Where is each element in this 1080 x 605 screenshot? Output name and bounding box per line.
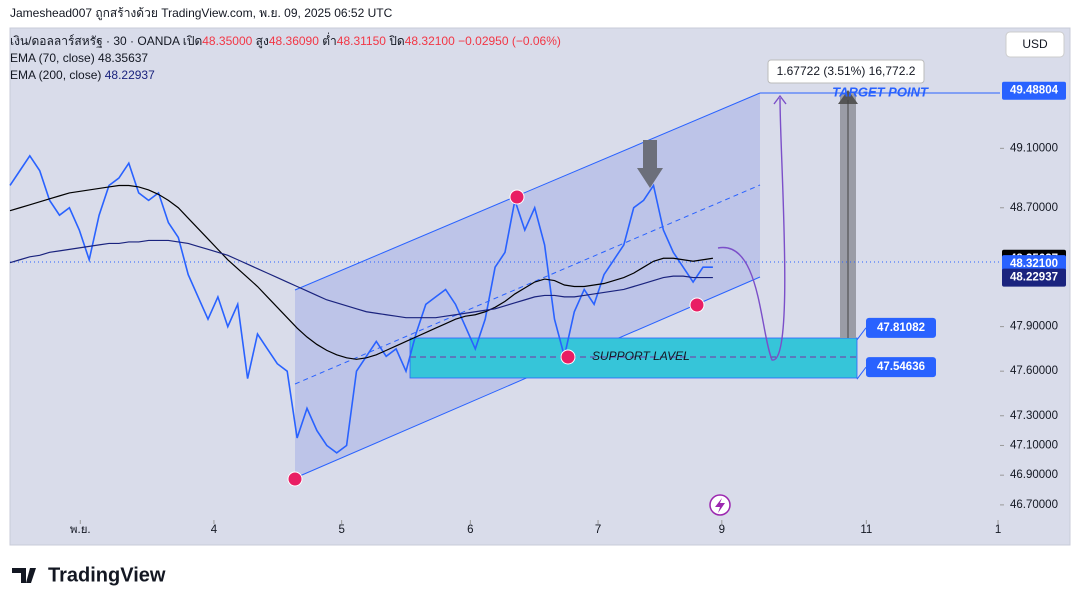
zone-tag [866,357,936,378]
y-tick-label: 46.90000 [1010,469,1058,481]
series-line [9,184,713,360]
pivot-marker [287,471,303,487]
series-line [9,154,713,454]
legend-ema70: EMA (70, close) 48.35637 [10,51,148,65]
measure-box [767,59,925,84]
price-tag [1002,81,1066,100]
pivot-marker [509,189,525,205]
channel-mid [294,184,761,385]
pivot-marker [689,297,705,313]
zone-tag-label: 47.81082 [877,322,925,334]
legend-symbol: เงิน/ดอลลาร์สหรัฐ · 30 · OANDA เปิด48.35… [10,32,561,49]
markers [287,189,731,516]
y-tick-label: 47.10000 [1010,439,1058,451]
x-tick-label: 1 [995,524,1001,536]
currency: USD [1022,37,1048,51]
support-label: SUPPORT LAVEL [592,349,690,363]
zone-tag [866,317,936,338]
price-tag [1002,268,1066,287]
zone-connector [856,327,867,341]
channel-fill [295,93,760,478]
price-tag-label: 48.22937 [1010,272,1058,284]
logo: TradingView [12,564,166,586]
target-arrow [838,90,858,104]
channel-top [294,92,761,291]
series-line [9,239,713,319]
x-tick-label: 6 [467,524,473,536]
zone-tag-label: 47.54636 [877,361,925,373]
pivot-marker [560,349,576,365]
x-tick-label: 9 [719,524,725,536]
header-title: Jameshead007 ถูกสร้างด้วย TradingView.co… [10,6,393,21]
y-tick-label: 47.30000 [1010,410,1058,422]
currency-button[interactable] [1005,31,1065,58]
zone-connector [856,366,867,380]
legend: เงิน/ดอลลาร์สหรัฐ · 30 · OANDA เปิด48.35… [10,32,561,82]
x-tick-label: พ.ย. [70,524,91,536]
price-tag [1002,255,1066,274]
legend-ema200: EMA (200, close) 48.22937 [10,68,155,82]
y-tick-label: 47.60000 [1010,365,1058,377]
support-zone [409,337,858,379]
y-tick-label: 48.70000 [1010,202,1058,214]
peak-arrow [637,140,663,188]
series-layer [9,154,713,454]
plot-area [10,90,1000,479]
plot-background [9,27,1071,546]
price-tag-label: 48.32100 [1010,258,1058,270]
x-tick-label: 7 [595,524,601,536]
x-tick-label: 4 [211,524,218,536]
y-tick-label: 47.90000 [1010,321,1058,333]
y-tick-label: 46.70000 [1010,499,1058,511]
measure-label: 1.67722 (3.51%) 16,772.2 [777,64,916,78]
event-bolt [715,498,725,513]
y-tick-label: 49.10000 [1010,142,1058,154]
target-label: TARGET POINT [832,84,929,99]
logo-dot [29,568,35,574]
price-tag-label: 49.48804 [1010,85,1059,97]
projection-path [717,97,786,361]
x-tick-label: 11 [860,524,872,536]
logo-text: TradingView [48,564,166,586]
projection-arrow [773,94,787,105]
x-tick-label: 5 [338,524,344,536]
